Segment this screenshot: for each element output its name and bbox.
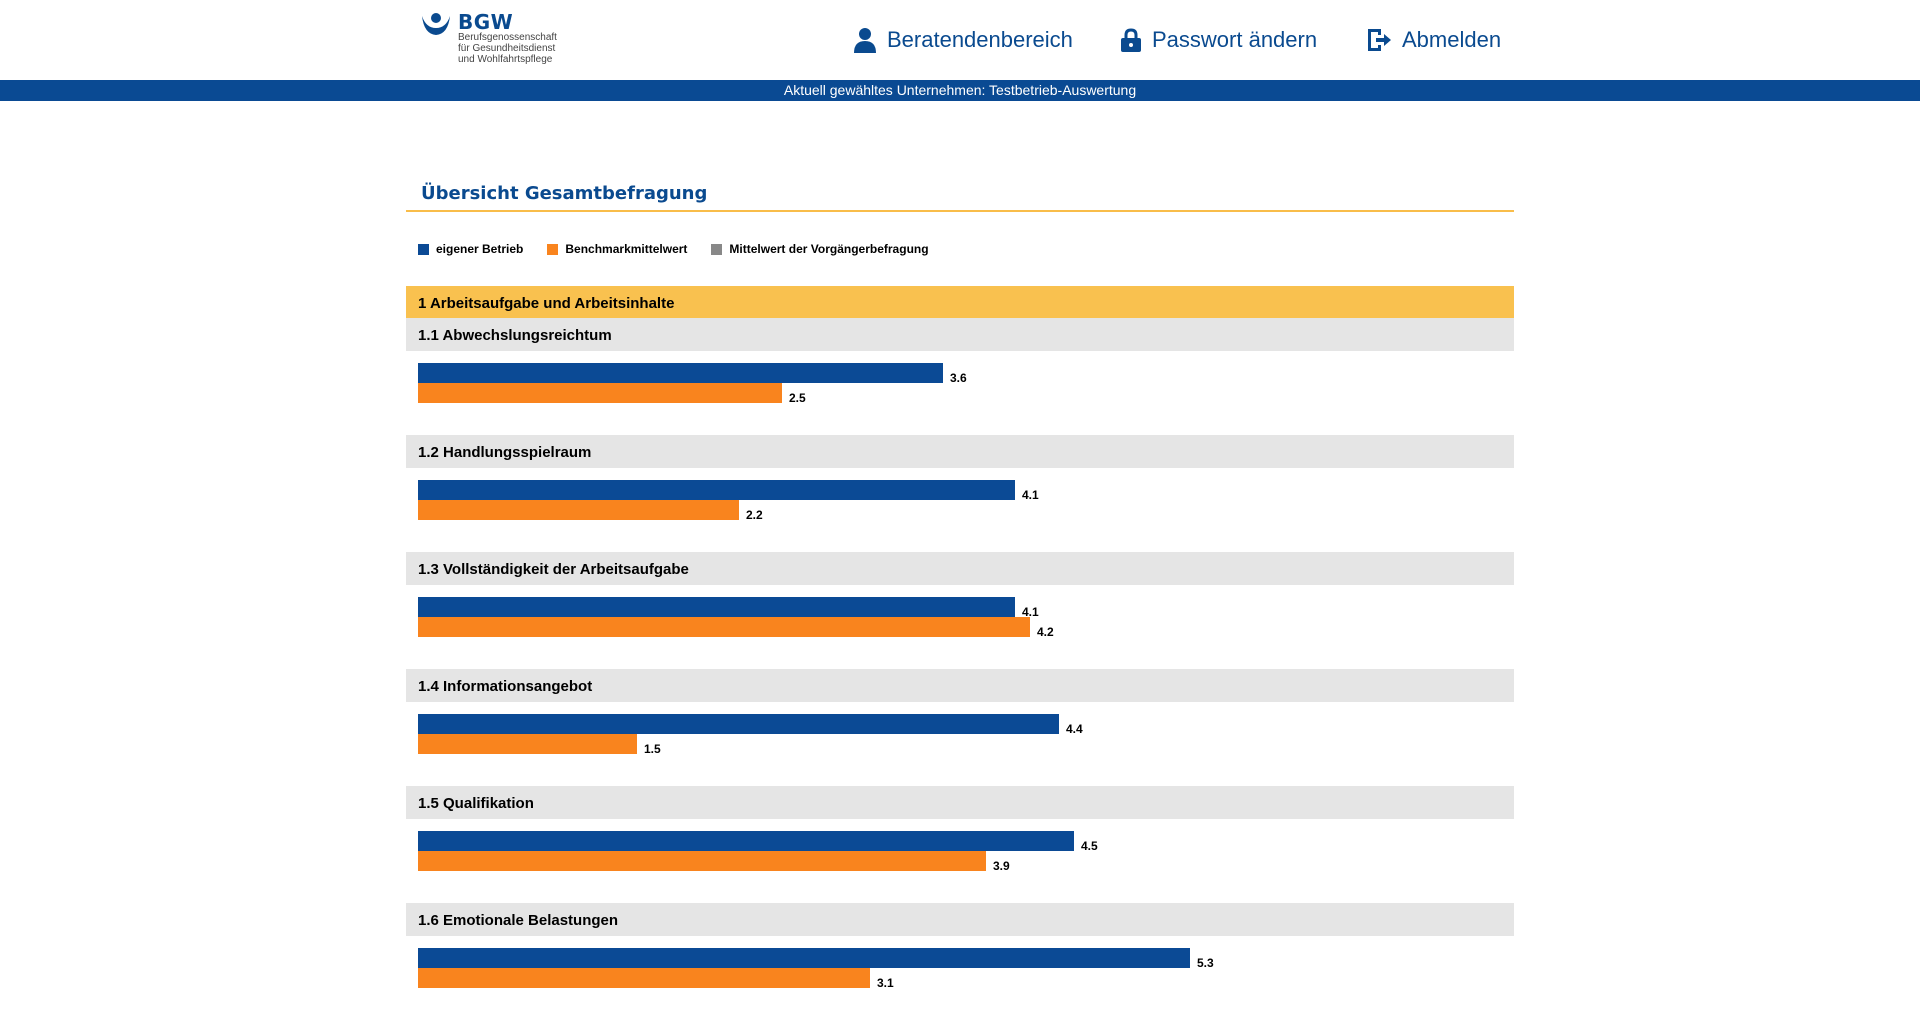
page-title-text: Übersicht Gesamtbefragung (421, 183, 708, 204)
bgw-logo[interactable]: BGW Berufsgenossenschaft für Gesundheits… (420, 12, 557, 65)
bar-benchmark (418, 500, 739, 520)
bar-benchmark-value-label: 3.9 (993, 859, 1010, 873)
section-header: 1 Arbeitsaufgabe und Arbeitsinhalte (406, 286, 1514, 318)
nav-passwort-aendern-label: Passwort ändern (1152, 27, 1318, 52)
page-title: Übersicht Gesamtbefragung (406, 175, 1514, 212)
legend-item-benchmark: Benchmarkmittelwert (547, 242, 687, 256)
bar-own-value-label: 4.1 (1022, 605, 1039, 619)
bar-own (418, 948, 1190, 968)
bar-chart: 1.1 Abwechslungsreichtum 3.6 2.5 1.2 Handlu… (406, 318, 1514, 1020)
bar-own-row: 5.3 (418, 948, 1214, 970)
bar-benchmark-value-label: 3.1 (877, 976, 894, 990)
legend-swatch-own (418, 243, 429, 255)
subsection-header: 1.3 Vollständigkeit der Arbeitsaufgabe (406, 552, 1514, 585)
legend-swatch-previous (711, 243, 723, 255)
bar-own (418, 714, 1059, 734)
bar-benchmark-value-label: 2.2 (746, 508, 763, 522)
legend-swatch-benchmark (547, 243, 559, 255)
bar-own-row: 4.1 (418, 480, 1039, 502)
logo-subtitle-line: Berufsgenossenschaft (458, 32, 557, 43)
nav-abmelden-label: Abmelden (1402, 27, 1502, 52)
header: BGW Berufsgenossenschaft für Gesundheits… (0, 0, 1920, 80)
bar-own (418, 597, 1015, 617)
legend-label-previous: Mittelwert der Vorgängerbefragung (729, 242, 929, 256)
logout-icon (1366, 27, 1392, 53)
lock-icon (1120, 28, 1142, 52)
logo-title: BGW (458, 10, 514, 34)
bar-group: 4.1 2.2 (406, 468, 1514, 552)
bar-own-row: 4.1 (418, 597, 1039, 619)
subsection-header: 1.6 Emotionale Belastungen (406, 903, 1514, 936)
bar-own-value-label: 4.4 (1066, 722, 1083, 736)
bar-benchmark (418, 383, 782, 403)
bar-group: 5.3 3.1 (406, 936, 1514, 1020)
bar-benchmark-row: 1.5 (418, 734, 661, 756)
bar-benchmark-row: 2.5 (418, 383, 806, 405)
bar-own-value-label: 4.1 (1022, 488, 1039, 502)
bar-benchmark-value-label: 2.5 (789, 391, 806, 405)
bar-own-row: 4.4 (418, 714, 1083, 736)
logo-subtitle-line: und Wohlfahrtspflege (458, 54, 553, 65)
logo-text: BGW Berufsgenossenschaft für Gesundheits… (458, 12, 557, 65)
person-icon (853, 27, 877, 53)
bar-own (418, 831, 1074, 851)
bar-benchmark-row: 4.2 (418, 617, 1054, 639)
nav-beratendenbereich-label: Beratendenbereich (887, 27, 1073, 52)
main-content: Übersicht Gesamtbefragung eigener Betrie… (406, 101, 1514, 1020)
subsection-header: 1.4 Informationsangebot (406, 669, 1514, 702)
bar-benchmark-value-label: 1.5 (644, 742, 661, 756)
bgw-logo-icon (420, 12, 454, 40)
legend-label-own: eigener Betrieb (436, 242, 524, 256)
bar-benchmark (418, 851, 986, 871)
subsection-header: 1.5 Qualifikation (406, 786, 1514, 819)
bar-own-value-label: 5.3 (1197, 956, 1214, 970)
legend-label-benchmark: Benchmarkmittelwert (565, 242, 688, 256)
nav-passwort-aendern[interactable]: Passwort ändern (1120, 24, 1317, 56)
bar-benchmark-row: 2.2 (418, 500, 763, 522)
subsection-header: 1.2 Handlungsspielraum (406, 435, 1514, 468)
bar-benchmark (418, 968, 870, 988)
bar-own (418, 480, 1015, 500)
bar-benchmark-row: 3.1 (418, 968, 894, 990)
bar-group: 4.4 1.5 (406, 702, 1514, 786)
legend-item-previous: Mittelwert der Vorgängerbefragung (711, 242, 929, 256)
bar-group: 3.6 2.5 (406, 351, 1514, 435)
bar-own-value-label: 4.5 (1081, 839, 1098, 853)
bar-benchmark (418, 734, 637, 754)
subsection-header: 1.1 Abwechslungsreichtum (406, 318, 1514, 351)
bar-own-row: 3.6 (418, 363, 967, 385)
bar-benchmark-value-label: 4.2 (1037, 625, 1054, 639)
bar-benchmark-row: 3.9 (418, 851, 1010, 873)
bar-own-value-label: 3.6 (950, 371, 967, 385)
legend: eigener Betrieb Benchmarkmittelwert Mitt… (406, 241, 1514, 257)
nav-beratendenbereich[interactable]: Beratendenbereich (853, 24, 1073, 56)
logo-subtitle-line: für Gesundheitsdienst (458, 43, 556, 54)
bar-own-row: 4.5 (418, 831, 1098, 853)
bar-own (418, 363, 943, 383)
company-bar: Aktuell gewähltes Unternehmen: Testbetri… (0, 80, 1920, 101)
bar-group: 4.5 3.9 (406, 819, 1514, 903)
nav-abmelden[interactable]: Abmelden (1366, 24, 1501, 56)
bar-benchmark (418, 617, 1030, 637)
legend-item-own: eigener Betrieb (418, 242, 523, 256)
bar-group: 4.1 4.2 (406, 585, 1514, 669)
